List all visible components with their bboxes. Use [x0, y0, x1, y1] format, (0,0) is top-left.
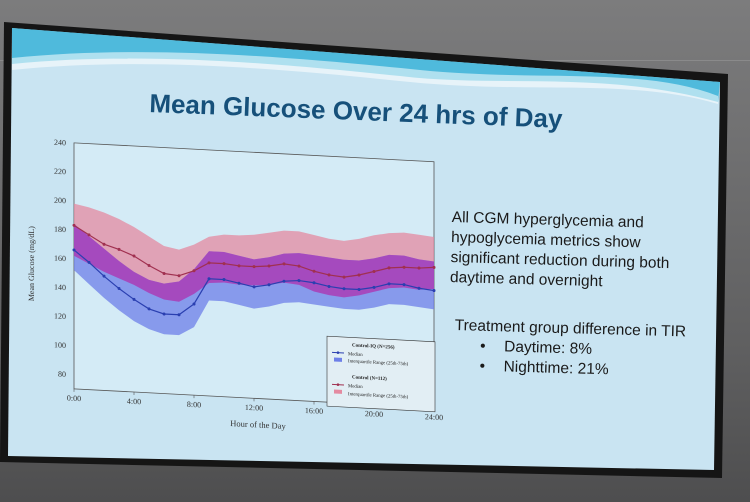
control-iq-median-point [162, 312, 166, 316]
x-tick-label: 24:00 [425, 412, 443, 422]
control-median-point [87, 233, 91, 237]
control-median-point [192, 269, 196, 273]
x-tick-label: 16:00 [305, 406, 323, 416]
legend-control-title: Control (N=112) [352, 375, 387, 382]
x-tick-label: 20:00 [365, 409, 383, 419]
x-tick-label: 8:00 [187, 400, 201, 410]
control-iq-median-point [297, 279, 301, 283]
control-iq-median-point [327, 284, 331, 288]
y-tick-label: 200 [54, 196, 66, 206]
header-wave-highlight [12, 52, 718, 104]
y-tick-label: 160 [54, 254, 66, 264]
control-median-point [342, 275, 346, 279]
control-iq-median-point [342, 287, 346, 291]
control-median-point [372, 269, 376, 273]
control-median-point [327, 273, 331, 277]
iqr-overlap-band [74, 223, 434, 302]
y-tick-label: 140 [54, 283, 66, 293]
legend-control-iqr-swatch [334, 389, 342, 394]
y-tick-label: 240 [54, 138, 66, 148]
tir-nighttime-text: Nighttime: 21% [503, 358, 609, 379]
legend-box [326, 335, 436, 413]
control-median-point [252, 265, 256, 269]
x-tick-label: 4:00 [127, 397, 141, 407]
y-tick-label: 100 [54, 340, 66, 350]
legend-control-median-label: Median [348, 384, 363, 390]
control-iq-median-point [282, 279, 286, 283]
control-median-point [102, 242, 106, 246]
tir-block: Treatment group difference in TIR Daytim… [453, 316, 715, 383]
y-tick-label: 220 [54, 167, 66, 177]
summary-text: All CGM hyperglycemia and hypoglycemia m… [449, 208, 670, 291]
y-axis-label: Mean Glucose (mg/dL) [27, 226, 36, 302]
control-iq-median-point [102, 274, 106, 278]
control-iq-median-point [192, 302, 196, 306]
control-iq-median-point [237, 281, 241, 285]
y-tick-label: 120 [54, 311, 66, 321]
control-iq-median-point [132, 297, 136, 301]
median-points [72, 223, 436, 317]
control-median-point [357, 273, 361, 277]
control-iq-median-point [372, 285, 376, 289]
control-iq-median-point [432, 289, 436, 293]
control-median-point [267, 264, 271, 268]
control-median-point [237, 264, 241, 268]
control-median-point [312, 269, 316, 273]
legend-control-iqr-label: Interquartile Range (25th-75th) [348, 392, 409, 400]
control-median-point [162, 271, 166, 275]
control-median-point [72, 223, 76, 227]
control-median-point [177, 274, 181, 278]
control-iq-median-point [72, 248, 76, 252]
control-median-point [117, 247, 121, 251]
control-median-point [417, 266, 421, 270]
legend-iq-title: Control-IQ (N=256) [352, 343, 395, 350]
x-tick-label: 12:00 [245, 403, 263, 413]
y-tick-label: 180 [54, 225, 66, 235]
chart-legend: Control-IQ (N=256) Median Interquartile … [326, 335, 436, 413]
control-iq-median-point [387, 282, 391, 286]
control-median-point [147, 263, 151, 267]
control-median-point [432, 265, 436, 269]
control-iq-median-point [417, 286, 421, 290]
control-median-point [402, 265, 406, 269]
control-iq-median-point [252, 285, 256, 289]
control-iq-median-point [402, 283, 406, 287]
control-iq-median-point [177, 313, 181, 317]
control-median-point [132, 254, 136, 258]
control-median-point [222, 262, 226, 266]
y-axis-ticks: 80 100 120 140 160 180 200 220 240 [54, 138, 66, 379]
control-iq-median-point [117, 286, 121, 290]
y-tick-label: 80 [58, 370, 66, 379]
legend-iq-iqr-swatch [334, 357, 342, 362]
legend-iq-median-label: Median [348, 352, 363, 358]
control-median-point [207, 261, 211, 265]
control-median-point [387, 266, 391, 270]
control-iq-median-point [207, 277, 211, 281]
legend-control-median-marker [336, 383, 340, 387]
glucose-chart: 80 100 120 140 160 180 200 220 240 0:00 4:00 8:00 1… [27, 138, 443, 431]
control-iq-median-point [87, 260, 91, 264]
control-iq-median-point [357, 287, 361, 291]
control-iq-median-point [267, 283, 271, 287]
legend-iq-median-marker [336, 351, 340, 355]
control-iq-median-point [222, 278, 226, 282]
control-median-point [282, 262, 286, 266]
tir-daytime-text: Daytime: 8% [503, 338, 593, 358]
x-tick-label: 0:00 [67, 394, 81, 404]
control-iq-median-point [312, 281, 316, 285]
control-median-point [297, 264, 301, 268]
control-iq-median-point [147, 307, 151, 311]
x-axis-label: Hour of the Day [230, 418, 286, 431]
legend-iq-iqr-label: Interquartile Range (25th-75th) [348, 359, 409, 367]
